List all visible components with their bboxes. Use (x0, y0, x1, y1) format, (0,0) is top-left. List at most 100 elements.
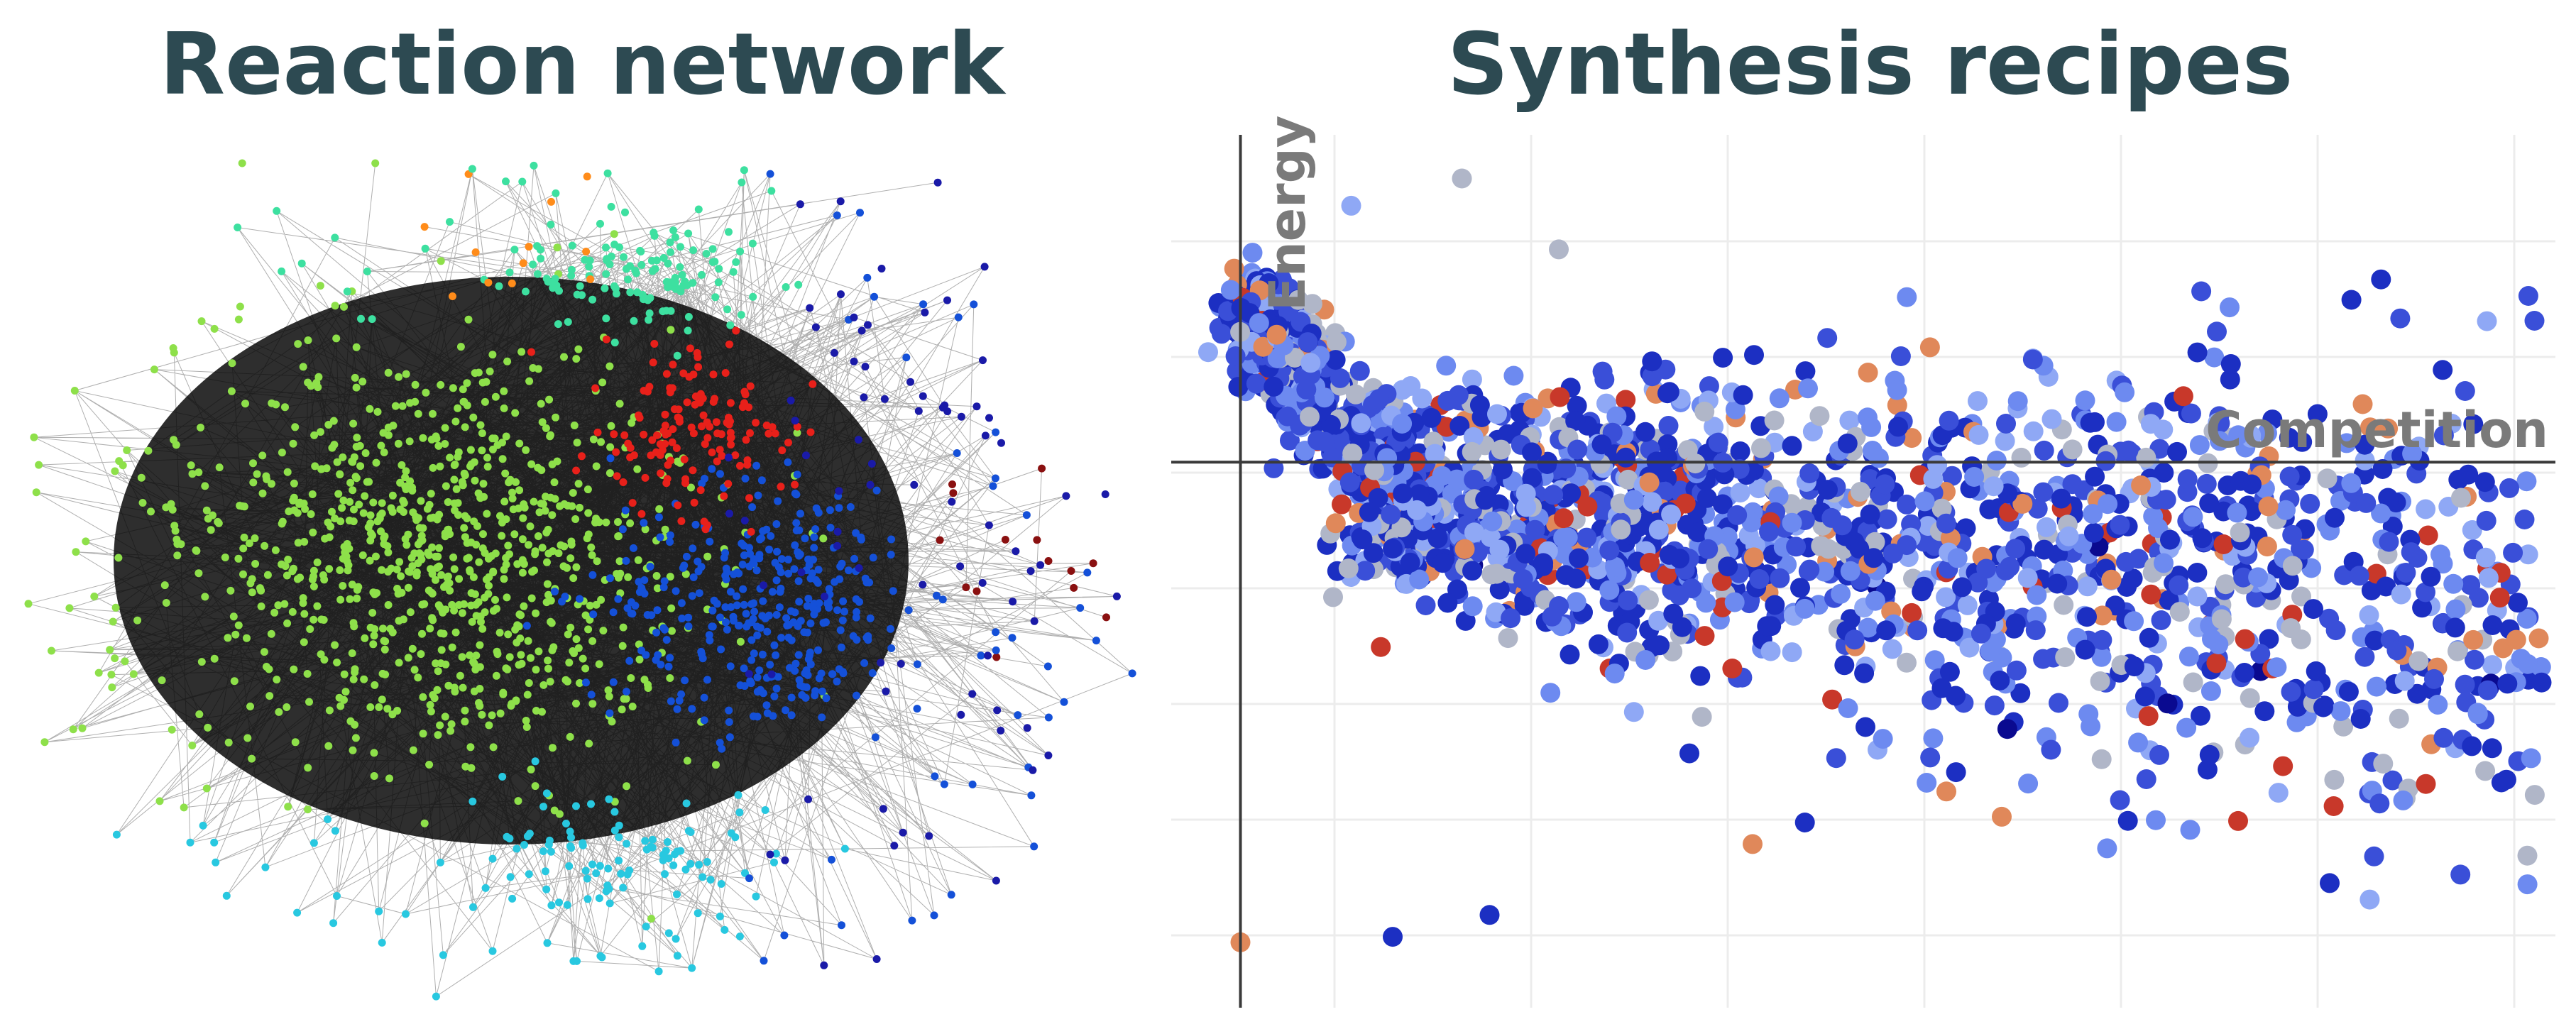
scatter-point (1733, 385, 1753, 405)
network-node (370, 749, 378, 757)
scatter-point (2036, 727, 2056, 747)
scatter-point (1611, 512, 1631, 533)
scatter-point (1295, 339, 1315, 360)
scatter-point (1986, 545, 2007, 566)
network-node (690, 498, 698, 507)
scatter-point (1992, 806, 2012, 827)
network-node (246, 703, 254, 710)
network-node (547, 901, 556, 910)
scatter-point (1535, 612, 1556, 632)
network-node (752, 892, 760, 901)
network-node (430, 694, 439, 703)
network-node (711, 293, 720, 302)
network-node (1089, 559, 1097, 568)
scatter-point (2234, 663, 2254, 683)
scatter-point (1802, 422, 1823, 442)
network-node (527, 654, 535, 662)
scatter-point (1698, 450, 1719, 471)
scatter-point (1464, 489, 1485, 510)
network-node (772, 651, 780, 659)
scatter-point (1812, 516, 1833, 536)
scatter-point (1544, 487, 1564, 507)
scatter-point (1940, 528, 1961, 549)
scatter-point (1598, 536, 1618, 556)
scatter-point (1820, 563, 1841, 584)
scatter-point (1259, 341, 1280, 361)
network-node (716, 613, 724, 622)
scatter-point (1247, 310, 1268, 331)
scatter-point (2120, 483, 2140, 504)
scatter-point (1256, 299, 1276, 320)
scatter-point (1643, 379, 1664, 400)
scatter-point (1782, 642, 1802, 663)
network-node (417, 555, 426, 563)
network-node (1001, 536, 1009, 544)
scatter-point (2120, 654, 2140, 674)
network-node (420, 223, 429, 231)
scatter-point (1385, 527, 1405, 546)
scatter-point (1291, 383, 1312, 402)
network-node (716, 446, 724, 454)
scatter-point (2178, 403, 2198, 424)
network-node (538, 418, 547, 427)
network-node (538, 544, 547, 552)
scatter-point (1252, 335, 1273, 356)
network-node (583, 485, 592, 494)
scatter-point (1238, 296, 1259, 317)
network-node (825, 603, 833, 612)
scatter-point (1354, 491, 1374, 511)
network-node (640, 387, 648, 395)
network-node (419, 693, 427, 701)
network-node (188, 742, 197, 749)
network-node (585, 739, 593, 748)
scatter-point (2177, 511, 2198, 532)
scatter-point (1455, 556, 1476, 576)
network-node (716, 912, 724, 920)
network-node (450, 461, 459, 469)
scatter-point (1707, 437, 1728, 458)
scatter-point (1305, 405, 1325, 425)
scatter-point (2037, 524, 2058, 545)
network-node (794, 651, 803, 659)
scatter-point (2443, 573, 2464, 594)
scatter-point (1645, 383, 1666, 404)
network-node (420, 819, 429, 827)
network-node (451, 417, 460, 426)
scatter-point (2074, 631, 2095, 651)
network-node (619, 884, 627, 892)
network-node (940, 780, 948, 788)
scatter-point (2214, 540, 2235, 561)
scatter-point (1888, 417, 1908, 437)
scatter-point (2428, 695, 2448, 715)
scatter-point (1491, 527, 1512, 548)
scatter-point (1520, 433, 1540, 453)
scatter-point (1941, 609, 1961, 629)
network-node (368, 315, 376, 324)
scatter-point (1968, 465, 1989, 485)
scatter-point (1301, 396, 1322, 417)
scatter-point (1318, 395, 1339, 416)
scatter-point (1591, 434, 1612, 455)
scatter-point (1293, 412, 1313, 433)
scatter-point (2047, 475, 2068, 496)
network-node (331, 233, 339, 242)
network-node (933, 591, 941, 600)
network-node (860, 659, 869, 667)
scatter-point (2187, 342, 2208, 363)
network-node (767, 187, 776, 195)
scatter-point (1313, 358, 1334, 379)
network-node (384, 601, 393, 609)
scatter-point (1340, 428, 1361, 449)
scatter-point (1249, 336, 1269, 356)
network-node (857, 326, 866, 335)
network-node (503, 357, 512, 365)
network-node (828, 670, 836, 678)
scatter-point (1655, 494, 1675, 514)
scatter-point (2005, 539, 2026, 559)
network-node (727, 603, 735, 611)
network-node (111, 467, 119, 475)
scatter-point (1972, 546, 1993, 567)
x-axis-label: Competition (2205, 401, 2548, 459)
scatter-point (2248, 567, 2269, 588)
network-node (872, 955, 881, 963)
